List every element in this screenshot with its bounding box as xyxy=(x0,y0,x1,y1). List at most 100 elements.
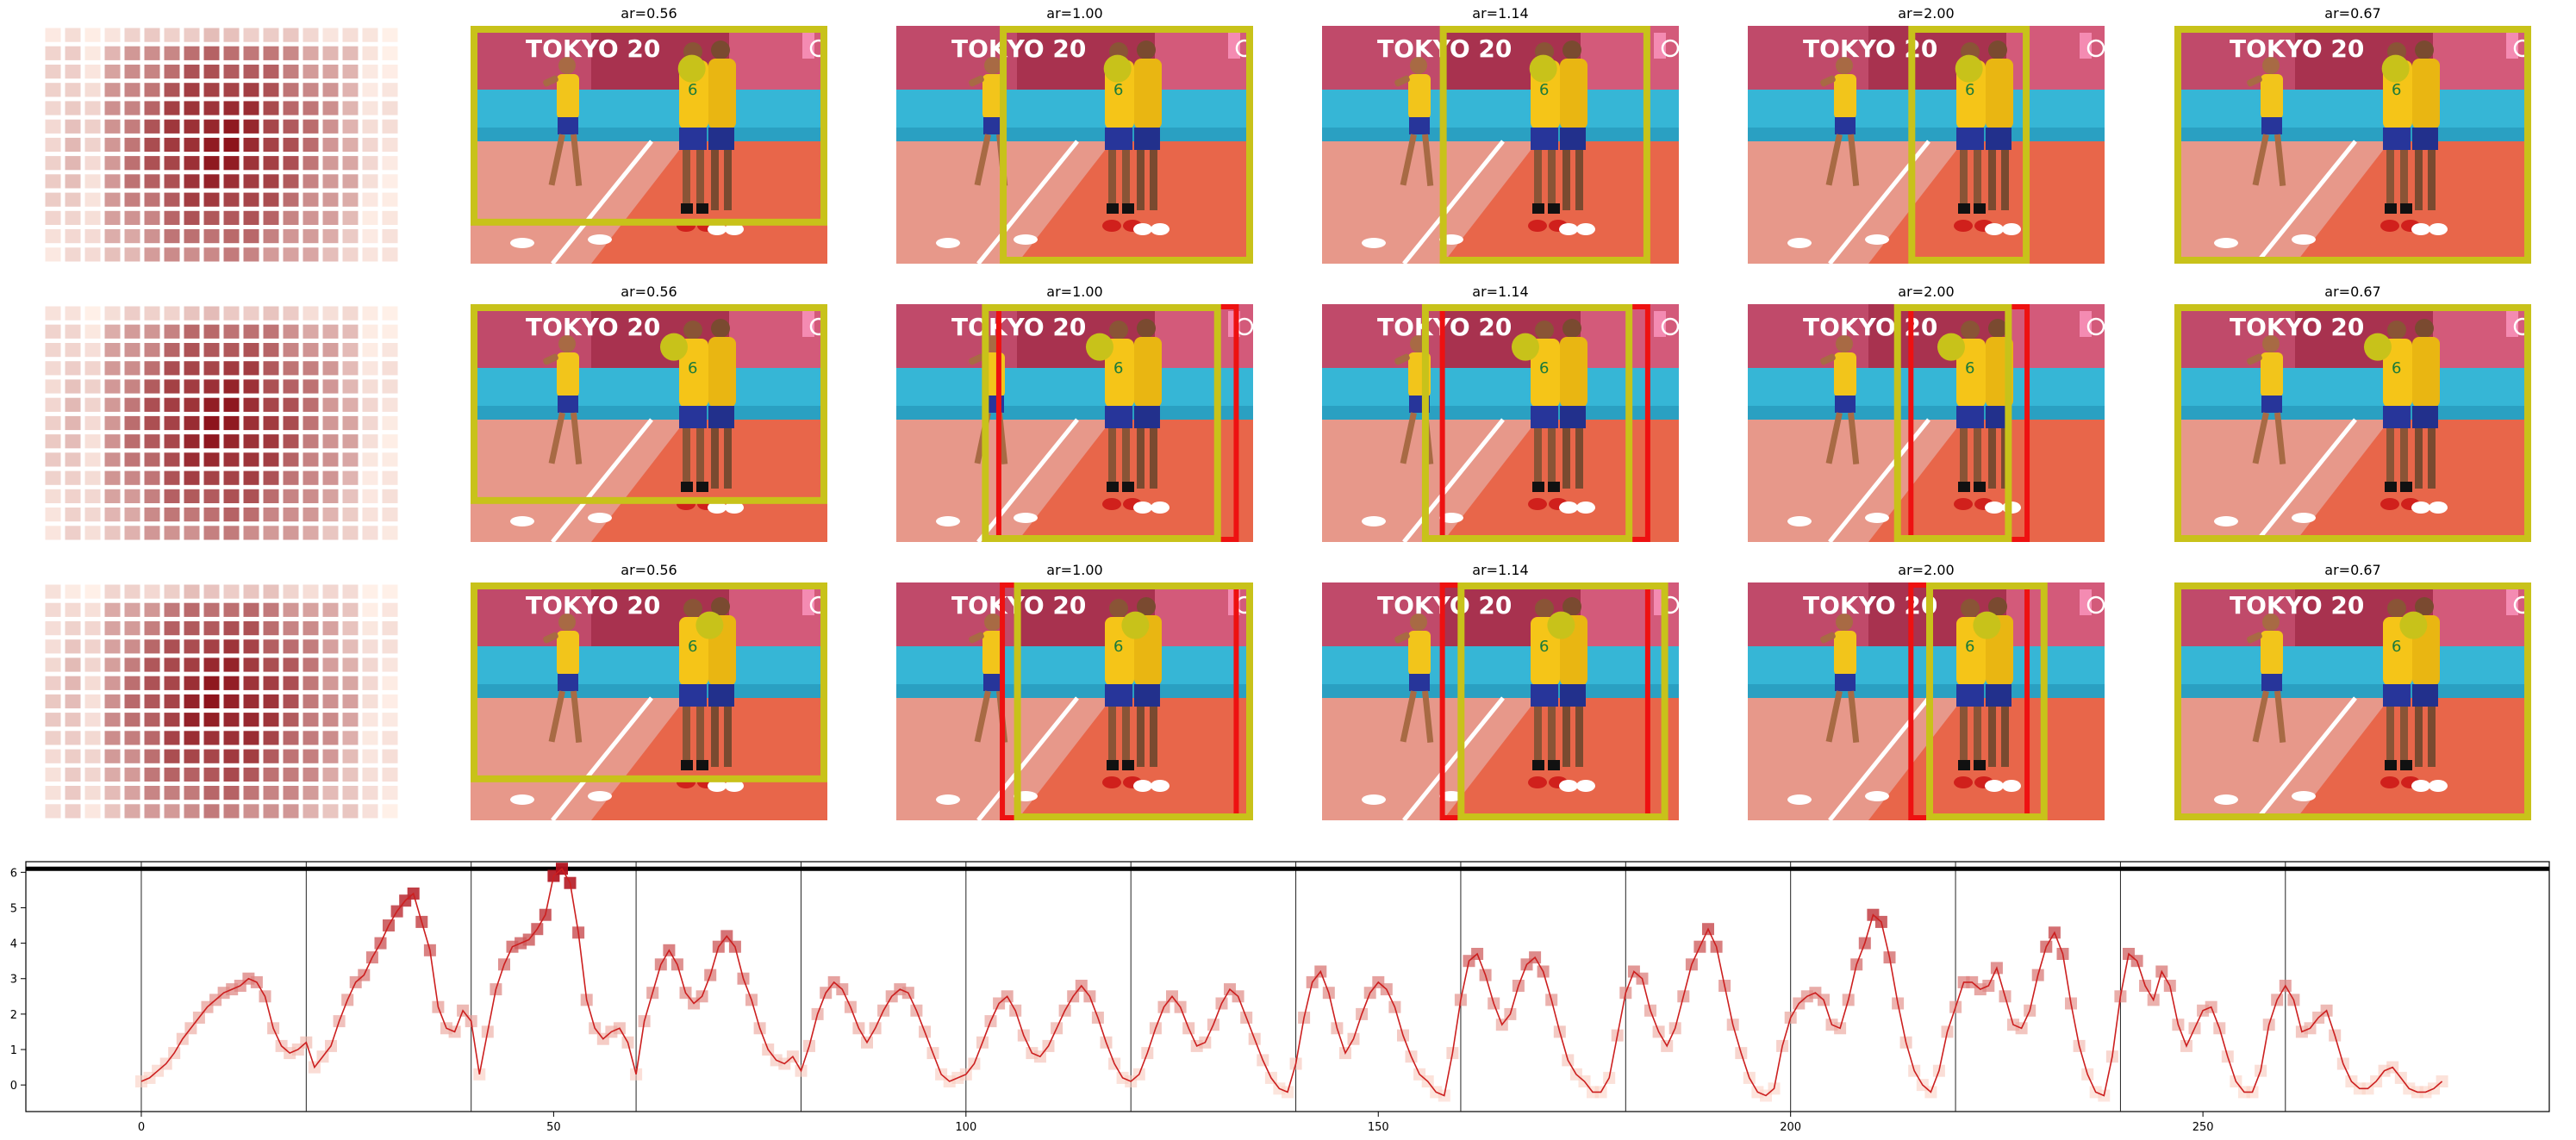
heatmap-cell xyxy=(84,174,101,189)
heatmap-cell xyxy=(184,83,200,97)
heatmap-cell xyxy=(124,452,140,467)
heatmap-cell xyxy=(203,306,220,321)
heatmap-cell xyxy=(203,65,220,79)
heatmap-cell xyxy=(65,46,81,60)
heatmap-cell xyxy=(303,101,319,115)
scene-photo: TOKYO 20 xyxy=(2174,304,2531,542)
heatmap-cell xyxy=(164,247,180,262)
heatmap-cell xyxy=(184,694,200,709)
heatmap-cell xyxy=(164,657,180,672)
heatmap-cell xyxy=(104,174,121,189)
heatmap-cell xyxy=(164,343,180,358)
focus-marker xyxy=(1955,54,1983,83)
heatmap-cell xyxy=(65,361,81,376)
heatmap-cell xyxy=(362,397,378,412)
heatmap-cell xyxy=(124,156,140,171)
heatmap-cell xyxy=(223,210,240,225)
heatmap-cell xyxy=(362,101,378,115)
heatmap-cell xyxy=(263,343,279,358)
heatmap-cell xyxy=(283,434,299,449)
heatmap-cell xyxy=(203,786,220,800)
crop-panel: ar=0.56 TOKYO 20 xyxy=(471,283,827,542)
heatmap-cell xyxy=(203,324,220,339)
heatmap-cell xyxy=(303,65,319,79)
heatmap-cell xyxy=(84,676,101,690)
heatmap-cell xyxy=(164,379,180,394)
heatmap-cell xyxy=(322,526,339,540)
heatmap-cell xyxy=(382,65,398,79)
focus-marker xyxy=(1547,611,1575,639)
heatmap-cell xyxy=(322,46,339,60)
heatmap-cell xyxy=(124,639,140,654)
heatmap-cell xyxy=(104,452,121,467)
heatmap-cell xyxy=(243,526,259,540)
heatmap-cell xyxy=(104,657,121,672)
heatmap-column xyxy=(45,28,398,819)
heatmap-cell xyxy=(144,192,160,207)
heatmap-cell xyxy=(203,174,220,189)
heatmap-cell xyxy=(303,731,319,745)
heatmap-cell xyxy=(303,306,319,321)
heatmap-cell xyxy=(164,584,180,599)
heatmap-cell xyxy=(203,639,220,654)
heatmap-cell xyxy=(144,602,160,617)
focus-marker xyxy=(1511,333,1539,361)
heatmap-cell xyxy=(362,361,378,376)
heatmap-cell xyxy=(84,470,101,485)
heatmap-cell xyxy=(124,621,140,636)
focus-marker xyxy=(1973,611,2001,639)
heatmap-cell xyxy=(263,247,279,262)
heatmap-1 xyxy=(45,28,398,262)
heatmap-cell xyxy=(223,174,240,189)
heatmap-cell xyxy=(362,174,378,189)
heatmap-cell xyxy=(322,137,339,153)
heatmap-cell xyxy=(322,28,339,42)
heatmap-cell xyxy=(342,306,359,321)
heatmap-cell xyxy=(124,676,140,690)
heatmap-cell xyxy=(45,694,61,709)
heatmap-cell xyxy=(362,46,378,60)
heatmap-cell xyxy=(263,731,279,745)
heatmap-cell xyxy=(303,415,319,431)
heatmap-cell xyxy=(283,174,299,189)
heatmap-cell xyxy=(342,65,359,79)
heatmap-cell xyxy=(342,119,359,134)
heatmap-cell xyxy=(124,415,140,431)
panel-title: ar=2.00 xyxy=(1898,5,1954,22)
heatmap-cell xyxy=(65,489,81,503)
heatmap-cell xyxy=(45,676,61,690)
heatmap-cell xyxy=(382,694,398,709)
heatmap-cell xyxy=(184,343,200,358)
heatmap-cell xyxy=(124,786,140,800)
heatmap-cell xyxy=(124,210,140,225)
heatmap-cell xyxy=(362,324,378,339)
heatmap-cell xyxy=(203,621,220,636)
heatmap-cell xyxy=(104,415,121,431)
heatmap-cell xyxy=(243,28,259,42)
heatmap-cell xyxy=(263,657,279,672)
panel-title: ar=2.00 xyxy=(1898,283,1954,300)
y-tick-label: 0 xyxy=(10,1080,17,1093)
heatmap-cell xyxy=(184,508,200,522)
heatmap-cell xyxy=(243,489,259,503)
heatmap-cell xyxy=(84,83,101,97)
heatmap-cell xyxy=(362,119,378,134)
heatmap-cell xyxy=(164,621,180,636)
heatmap-cell xyxy=(65,65,81,79)
heatmap-cell xyxy=(342,415,359,431)
heatmap-cell xyxy=(203,137,220,153)
crop-box xyxy=(1908,26,2030,264)
heatmap-cell xyxy=(45,137,61,153)
heatmap-cell xyxy=(184,192,200,207)
heatmap-cell xyxy=(342,804,359,819)
heatmap-cell xyxy=(184,361,200,376)
heatmap-cell xyxy=(124,119,140,134)
heatmap-cell xyxy=(203,415,220,431)
heatmap-cell xyxy=(203,379,220,394)
heatmap-cell xyxy=(283,508,299,522)
heatmap-cell xyxy=(104,379,121,394)
heatmap-cell xyxy=(164,156,180,171)
heatmap-cell xyxy=(263,621,279,636)
heatmap-cell xyxy=(303,119,319,134)
heatmap-cell xyxy=(362,489,378,503)
